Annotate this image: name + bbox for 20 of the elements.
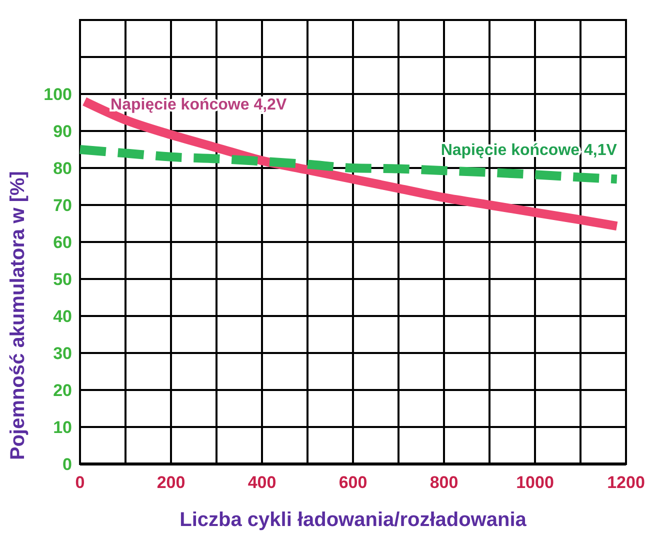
x-tick-label: 200 [156,473,186,492]
y-tick-label: 60 [53,233,72,252]
x-tick-label: 1200 [607,473,645,492]
y-tick-label: 70 [53,196,72,215]
y-tick-label: 10 [53,418,72,437]
y-axis-title: Pojemność akumulatora w [%] [7,171,29,460]
y-tick-label: 0 [62,455,72,474]
x-tick-label: 600 [338,473,368,492]
y-tick-label: 20 [53,381,72,400]
y-tick-label: 30 [53,344,72,363]
y-tick-label: 40 [53,307,72,326]
x-tick-label: 800 [430,473,458,492]
x-tick-label: 0 [75,473,85,492]
y-tick-label: 50 [53,270,72,289]
x-tick-label: 400 [248,473,276,492]
x-tick-label: 1000 [516,473,554,492]
x-axis-title: Liczba cykli ładowania/rozładowania [180,509,528,531]
y-tick-label: 90 [53,122,72,141]
y-tick-label: 80 [53,159,72,178]
y-tick-label: 100 [44,85,72,104]
